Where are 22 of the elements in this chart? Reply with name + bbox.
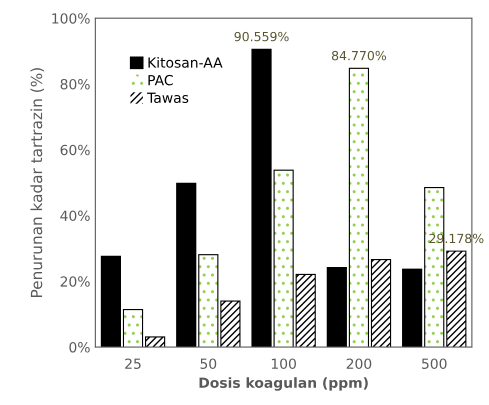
x-tick-label: 100 <box>272 358 296 369</box>
x-tick-label: 500 <box>422 358 447 369</box>
data-label: 84.770% <box>332 50 386 60</box>
x-axis-title: Dosis koagulan (ppm) <box>200 377 368 391</box>
y-tick-label: 0% <box>69 342 90 353</box>
y-tick-label: 80% <box>60 78 90 90</box>
x-tick-label: 200 <box>346 358 372 369</box>
legend-label: Tawas <box>147 92 188 104</box>
data-label: 90.559% <box>234 32 289 42</box>
bar <box>402 268 422 348</box>
y-axis-title: Penurunan kadar tartrazin (%) <box>30 68 44 297</box>
y-tick-label: 20% <box>60 276 90 287</box>
bar <box>251 48 272 348</box>
y-tick-label: 60% <box>60 144 90 156</box>
legend-label: Kitosan-AA <box>148 57 223 68</box>
legend-label: PAC <box>148 74 173 86</box>
y-tick-label: 100% <box>52 13 90 24</box>
x-tick-label: 25 <box>125 358 141 369</box>
y-tick-label: 40% <box>60 210 90 222</box>
bar <box>326 266 347 348</box>
x-tick-label: 50 <box>200 358 216 369</box>
bar <box>100 256 122 348</box>
